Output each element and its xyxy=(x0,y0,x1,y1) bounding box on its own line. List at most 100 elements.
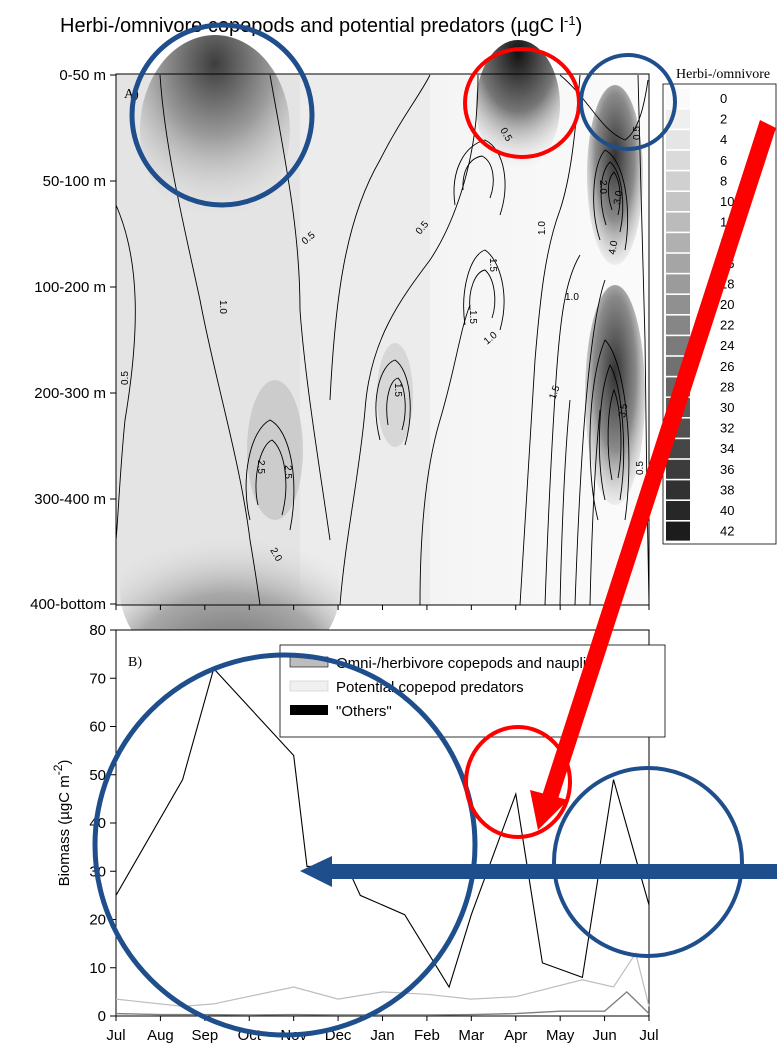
legend-swatch-predators xyxy=(289,680,329,692)
annotation-circle-blue xyxy=(129,22,315,208)
x-axis: Jul Aug Sep Oct Nov Dec Jan Feb Mar Apr May Jun Jul xyxy=(106,1016,659,1044)
legend-label: "Others" xyxy=(336,703,392,720)
annotation-arrowhead-blue xyxy=(300,856,332,887)
colorbar-level-label: 6 xyxy=(720,153,727,168)
colorbar-swatch xyxy=(666,459,690,479)
annotation-circle-blue xyxy=(92,652,478,1038)
colorbar-level-label: 2 xyxy=(720,112,727,127)
annotation-layer xyxy=(92,22,777,1038)
colorbar-swatch xyxy=(666,212,690,232)
colorbar-swatch xyxy=(666,521,690,541)
y-tick-label: 50 xyxy=(89,767,106,784)
heatmap-panel: 0.5 0.5 0.5 0.5 1.0 1.0 1.0 1.0 1.5 1.5 … xyxy=(30,35,650,680)
x-tick-label: Sep xyxy=(191,1027,218,1044)
y-tick-label: 60 xyxy=(89,719,106,736)
colorbar-swatch xyxy=(666,233,690,253)
colorbar-level-label: 32 xyxy=(720,421,734,436)
depth-tick-label: 300-400 m xyxy=(34,491,106,508)
colorbar-swatch xyxy=(666,89,690,108)
colorbar-swatch xyxy=(666,150,690,170)
y-tick-label: 80 xyxy=(89,622,106,639)
y-tick-label: 20 xyxy=(89,912,106,929)
legend: Omni-/herbivore copepods and nauplia Pot… xyxy=(279,644,666,738)
heatmap-hotspot-sep xyxy=(140,35,290,225)
heatmap-hotspot-apr xyxy=(476,40,560,170)
heatmap-mid-zone xyxy=(300,74,430,605)
colorbar-level-label: 36 xyxy=(720,462,734,477)
colorbar-swatch xyxy=(666,192,690,211)
x-tick-label: Feb xyxy=(414,1027,440,1044)
contour-label: 0.5 xyxy=(635,461,646,475)
contour-label: 2.0 xyxy=(597,180,608,194)
x-tick-label: May xyxy=(546,1027,575,1044)
contour-label: 2.5 xyxy=(282,465,293,479)
series-herbivores-line xyxy=(115,667,650,989)
y-axis-label: Biomass (µgC m-2) xyxy=(51,760,73,887)
colorbar-level-label: 34 xyxy=(720,441,734,456)
colorbar-level-label: 22 xyxy=(720,318,734,333)
colorbar-level-label: 30 xyxy=(720,400,734,415)
colorbar-swatch xyxy=(666,501,690,520)
colorbar-level-label: 4 xyxy=(720,132,727,147)
legend-label: Omni-/herbivore copepods and nauplia xyxy=(336,655,595,672)
colorbar-level-label: 26 xyxy=(720,359,734,374)
colorbar-swatch xyxy=(666,295,690,314)
depth-tick-label: 200-300 m xyxy=(34,385,106,402)
x-tick-label: Jul xyxy=(639,1027,658,1044)
colorbar-level-label: 42 xyxy=(720,524,734,539)
x-tick-label: Jan xyxy=(370,1027,394,1044)
contour-label: 3.0 xyxy=(612,189,625,205)
y-tick-label: 70 xyxy=(89,670,106,687)
panel-label-b: B) xyxy=(128,655,142,670)
colorbar-swatch xyxy=(666,315,690,335)
x-tick-label: Apr xyxy=(504,1027,527,1044)
colorbar-swatch xyxy=(666,253,690,273)
heatmap-hotspot-oct xyxy=(247,380,303,520)
colorbar-level-label: 38 xyxy=(720,482,734,497)
depth-tick-label: 100-200 m xyxy=(34,279,106,296)
legend-label: Potential copepod predators xyxy=(336,679,524,696)
heatmap-hotspot-jun-upper xyxy=(587,85,643,265)
y-tick-label: 0 xyxy=(98,1008,106,1025)
contour-label: 1.5 xyxy=(392,383,403,397)
colorbar-title-line1: Herbi-/omnivore xyxy=(676,67,770,82)
x-tick-label: Jun xyxy=(592,1027,616,1044)
contour-label: 0.5 xyxy=(632,126,643,140)
colorbar-swatch xyxy=(666,480,690,500)
colorbar-level-label: 8 xyxy=(720,173,727,188)
contour-label: 1.5 xyxy=(467,310,478,324)
colorbar-swatch xyxy=(666,171,690,191)
x-tick-label: Jul xyxy=(106,1027,125,1044)
annotation-circle-blue xyxy=(552,766,744,958)
x-tick-label: Mar xyxy=(458,1027,484,1044)
depth-tick-label: 400-bottom xyxy=(30,596,106,613)
colorbar-swatch xyxy=(666,274,690,294)
contour-label: 1.5 xyxy=(547,384,562,401)
colorbar-swatch xyxy=(666,336,690,356)
depth-tick-label: 50-100 m xyxy=(43,173,106,190)
depth-tick-label: 0-50 m xyxy=(59,67,106,84)
colorbar-level-label: 0 xyxy=(720,91,727,106)
colorbar-level-label: 10 xyxy=(720,194,734,209)
contour-lines xyxy=(115,74,650,606)
contour-label: 0.5 xyxy=(120,371,131,385)
colorbar-level-label: 28 xyxy=(720,379,734,394)
contour-label: 2.5 xyxy=(255,460,266,474)
contour-label: 3.5 xyxy=(617,402,630,418)
annotation-arrow-blue xyxy=(328,864,777,879)
series-others-line xyxy=(115,990,650,1016)
contour-label: 4.0 xyxy=(607,239,620,255)
y-tick-label: 10 xyxy=(89,960,106,977)
heatmap-hotspot-jun-lower xyxy=(585,285,645,505)
contour-label: 1.0 xyxy=(537,221,548,235)
colorbar-level-label: 40 xyxy=(720,503,734,518)
annotation-circle-red xyxy=(463,47,581,159)
contour-label: 1.5 xyxy=(487,258,498,272)
depth-axis: 0-50 m 50-100 m 100-200 m 200-300 m 300-… xyxy=(30,67,116,613)
contour-label: 1.0 xyxy=(565,292,579,303)
contour-label: 1.0 xyxy=(217,300,228,314)
series-predators-line xyxy=(115,951,650,1008)
